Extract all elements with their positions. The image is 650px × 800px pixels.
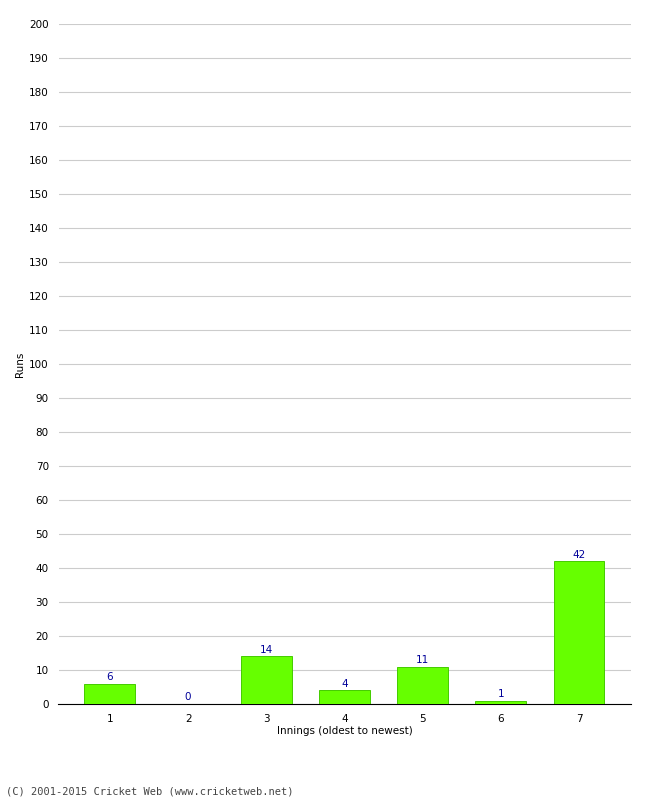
Bar xyxy=(554,562,604,704)
Text: 0: 0 xyxy=(185,692,191,702)
Text: 11: 11 xyxy=(416,655,429,665)
Bar xyxy=(241,656,292,704)
Text: 42: 42 xyxy=(573,550,586,559)
Text: 14: 14 xyxy=(260,645,273,654)
Bar xyxy=(476,701,526,704)
Bar xyxy=(319,690,370,704)
Text: (C) 2001-2015 Cricket Web (www.cricketweb.net): (C) 2001-2015 Cricket Web (www.cricketwe… xyxy=(6,786,294,796)
Text: 6: 6 xyxy=(107,672,113,682)
X-axis label: Innings (oldest to newest): Innings (oldest to newest) xyxy=(277,726,412,737)
Text: 1: 1 xyxy=(498,689,504,699)
Y-axis label: Runs: Runs xyxy=(15,351,25,377)
Bar xyxy=(84,683,135,704)
Text: 4: 4 xyxy=(341,678,348,689)
Bar xyxy=(397,666,448,704)
